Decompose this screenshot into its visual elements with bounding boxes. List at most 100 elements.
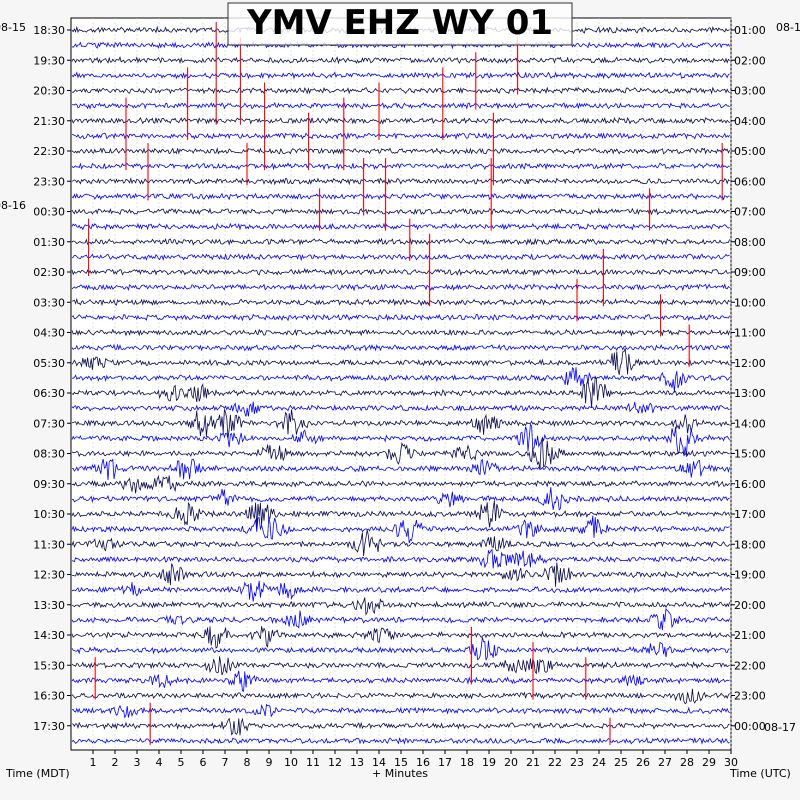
right-date-label-2: 08-17: [764, 721, 796, 734]
trace-row-27: [71, 423, 730, 457]
trace-row-15: [71, 253, 730, 262]
left-date-label-1: 08-15: [0, 21, 26, 34]
title-box: [227, 2, 573, 46]
left-time-label-19: 13:30: [33, 599, 65, 612]
trace-row-35: [71, 548, 730, 569]
x-tick-label-15: 16: [416, 756, 430, 769]
x-tick-label-29: 30: [724, 756, 738, 769]
left-time-label-14: 08:30: [33, 448, 65, 461]
trace-row-40: [71, 626, 730, 649]
trace-row-37: [71, 580, 730, 602]
right-time-label-20: 21:00: [734, 629, 766, 642]
trace-row-14: [71, 237, 730, 246]
right-time-label-0: 01:00: [734, 24, 766, 37]
trace-row-36: [71, 562, 730, 587]
left-time-label-11: 05:30: [33, 357, 65, 370]
x-tick-label-13: 14: [372, 756, 386, 769]
trace-row-38: [71, 597, 730, 616]
trace-row-6: [71, 116, 730, 125]
trace-row-12: [71, 207, 730, 216]
trace-row-2: [71, 56, 730, 65]
trace-row-25: [71, 401, 730, 417]
trace-row-13: [71, 222, 730, 231]
right-time-label-13: 14:00: [734, 417, 766, 430]
trace-row-8: [71, 147, 730, 155]
trace-row-32: [71, 500, 730, 528]
left-time-label-20: 14:30: [33, 629, 65, 642]
right-time-label-1: 02:00: [734, 54, 766, 67]
right-time-label-23: 00:00: [734, 720, 766, 733]
trace-row-31: [71, 487, 730, 511]
left-time-label-6: 00:30: [33, 206, 65, 219]
x-tick-label-16: 17: [438, 756, 452, 769]
trace-row-19: [71, 313, 730, 322]
left-time-labels: 18:30 19:30 20:30 21:30 22:30 23:30 00:30 01:30…: [33, 24, 71, 733]
right-time-labels: 01:00 02:00 03:00 04:00 05:00 06:00 07:00 08:00…: [731, 24, 766, 733]
x-tick-label-8: 9: [266, 756, 273, 769]
left-time-label-5: 23:30: [33, 175, 65, 188]
seismic-traces: [71, 25, 730, 745]
right-time-label-7: 08:00: [734, 236, 766, 249]
trace-row-44: [71, 688, 730, 705]
x-tick-label-5: 6: [200, 756, 207, 769]
x-tick-label-23: 24: [592, 756, 606, 769]
trace-row-3: [71, 71, 730, 80]
right-time-label-12: 13:00: [734, 387, 766, 400]
trace-row-41: [71, 637, 730, 661]
x-axis-label: + Minutes: [372, 767, 428, 780]
grid-lines: [92, 18, 732, 750]
right-time-label-19: 20:00: [734, 599, 766, 612]
trace-row-45: [71, 703, 730, 719]
trace-row-24: [71, 374, 730, 409]
left-time-label-13: 07:30: [33, 417, 65, 430]
x-tick-label-11: 12: [328, 756, 342, 769]
right-time-label-9: 10:00: [734, 296, 766, 309]
left-time-label-10: 04:30: [33, 327, 65, 340]
trace-row-26: [71, 409, 730, 439]
right-time-label-21: 22:00: [734, 659, 766, 672]
trace-row-29: [71, 458, 730, 481]
trace-row-23: [71, 366, 730, 393]
x-tick-label-21: 22: [548, 756, 562, 769]
x-tick-label-25: 26: [636, 756, 650, 769]
right-time-label-22: 23:00: [734, 690, 766, 703]
x-tick-label-27: 28: [680, 756, 694, 769]
trace-row-42: [71, 656, 730, 676]
x-tick-label-3: 4: [156, 756, 163, 769]
trace-row-10: [71, 177, 730, 186]
right-date-label-1: 08-1: [776, 21, 800, 34]
x-axis-ticks: 1 2 3 4 5 6 7 8 9 10 11 12 13 14 15 16 17 18 19 20 21 22 23 24 2…: [90, 750, 738, 769]
left-time-label-15: 09:30: [33, 478, 65, 491]
left-time-label-7: 01:30: [33, 236, 65, 249]
x-tick-label-7: 8: [244, 756, 251, 769]
x-tick-label-24: 25: [614, 756, 628, 769]
x-tick-label-22: 23: [570, 756, 584, 769]
left-time-label-16: 10:30: [33, 508, 65, 521]
x-tick-label-20: 21: [526, 756, 540, 769]
trace-row-33: [71, 515, 730, 544]
x-tick-label-26: 27: [658, 756, 672, 769]
left-time-label-22: 16:30: [33, 690, 65, 703]
left-time-label-4: 22:30: [33, 145, 65, 158]
x-tick-label-0: 1: [90, 756, 97, 769]
trace-row-21: [71, 343, 730, 352]
trace-row-22: [71, 348, 730, 375]
trace-row-17: [71, 283, 730, 292]
left-time-label-9: 03:30: [33, 296, 65, 309]
trace-row-46: [71, 717, 730, 736]
right-time-label-10: 11:00: [734, 327, 766, 340]
left-time-label-23: 17:30: [33, 720, 65, 733]
trace-row-16: [71, 267, 730, 277]
right-axis-label: Time (UTC): [729, 767, 791, 780]
x-tick-label-28: 29: [702, 756, 716, 769]
trace-row-4: [71, 86, 730, 95]
right-time-label-11: 12:00: [734, 357, 766, 370]
right-time-label-18: 19:00: [734, 569, 766, 582]
trace-row-39: [71, 608, 730, 631]
x-tick-label-9: 10: [284, 756, 298, 769]
x-tick-label-1: 2: [112, 756, 119, 769]
trace-row-34: [71, 529, 730, 557]
trace-row-9: [71, 162, 730, 171]
left-time-label-17: 11:30: [33, 538, 65, 551]
left-time-label-3: 21:30: [33, 115, 65, 128]
